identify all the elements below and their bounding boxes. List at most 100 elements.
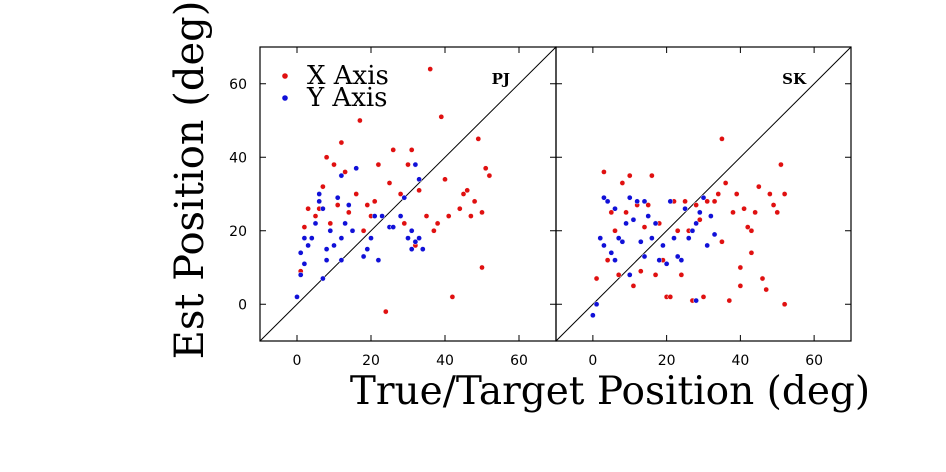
point-sk-x-axis-8	[623, 209, 629, 216]
point-sk-x-axis-43	[752, 209, 758, 216]
point-pj-x-axis-18	[371, 198, 378, 205]
point-sk-x-axis-27	[693, 202, 699, 208]
point-sk-y-axis-25	[674, 253, 681, 260]
point-sk-x-axis-35	[722, 180, 729, 186]
point-sk-x-axis-15	[649, 172, 655, 179]
point-pj-y-axis-25	[375, 257, 382, 263]
point-pj-y-axis-30	[401, 194, 408, 201]
point-pj-x-axis-21	[386, 180, 393, 186]
point-sk-y-axis-38	[641, 253, 648, 260]
x-tick-label-sk-60: 60	[805, 353, 823, 369]
point-pj-y-axis-2	[297, 249, 304, 256]
x-tick-label-pj-60: 60	[510, 353, 528, 369]
point-pj-y-axis-0	[294, 294, 300, 300]
point-pj-x-axis-31	[431, 227, 437, 234]
point-sk-y-axis-11	[623, 220, 629, 227]
x-tick-label-sk-20: 20	[658, 353, 676, 369]
x-axis-title: True/Target Position (deg)	[350, 369, 870, 414]
point-pj-y-axis-1	[297, 272, 304, 278]
point-sk-y-axis-23	[667, 198, 674, 205]
point-sk-x-axis-41	[744, 224, 751, 230]
point-pj-y-axis-20	[353, 165, 360, 172]
point-sk-y-axis-30	[693, 297, 699, 304]
point-sk-y-axis-8	[612, 205, 618, 212]
point-pj-y-axis-11	[323, 257, 330, 263]
point-sk-y-axis-22	[663, 260, 670, 267]
point-sk-y-axis-12	[626, 194, 633, 201]
point-sk-x-axis-39	[737, 264, 744, 271]
x-tick-label-pj-20: 20	[362, 353, 380, 369]
point-sk-y-axis-34	[704, 242, 711, 249]
x-tick-label-sk-0: 0	[588, 353, 597, 369]
y-tick-label-60: 60	[229, 77, 247, 93]
point-sk-y-axis-7	[612, 257, 618, 263]
point-pj-y-axis-35	[412, 161, 419, 168]
point-sk-y-axis-18	[649, 235, 655, 241]
point-sk-y-axis-16	[641, 198, 648, 205]
point-pj-y-axis-14	[334, 194, 341, 201]
point-sk-x-axis-40	[741, 205, 747, 212]
plot-frame-sk	[555, 46, 852, 342]
point-pj-y-axis-41	[301, 235, 308, 241]
point-pj-x-axis-24	[401, 220, 408, 227]
point-pj-y-axis-8	[316, 191, 323, 197]
point-pj-y-axis-31	[405, 235, 411, 241]
point-pj-x-axis-33	[438, 113, 445, 120]
point-sk-x-axis-14	[645, 202, 652, 208]
legend-label-y-axis: Y Axis	[306, 83, 388, 113]
point-sk-x-axis-20	[667, 294, 674, 300]
point-sk-x-axis-50	[778, 161, 784, 168]
point-sk-x-axis-33	[715, 191, 722, 197]
point-sk-y-axis-17	[645, 213, 652, 219]
point-pj-x-axis-3	[312, 213, 319, 219]
point-sk-x-axis-9	[626, 172, 633, 179]
point-pj-y-axis-23	[368, 235, 374, 241]
point-pj-x-axis-5	[320, 183, 326, 190]
point-sk-y-axis-9	[615, 235, 622, 241]
point-pj-x-axis-43	[479, 264, 485, 271]
point-pj-y-axis-9	[320, 275, 326, 282]
point-pj-y-axis-34	[412, 238, 419, 245]
point-sk-y-axis-32	[696, 209, 703, 216]
y-tick-label-0: 0	[238, 297, 247, 313]
point-pj-x-axis-42	[475, 136, 482, 142]
point-pj-y-axis-21	[360, 253, 367, 260]
point-sk-y-axis-33	[700, 194, 707, 201]
legend: X Axis Y Axis	[282, 61, 389, 113]
point-pj-y-axis-38	[419, 246, 426, 252]
point-pj-x-axis-38	[460, 191, 467, 197]
point-pj-x-axis-45	[482, 165, 489, 172]
point-pj-x-axis-25	[405, 161, 411, 168]
point-sk-y-axis-27	[682, 205, 688, 212]
point-sk-x-axis-30	[704, 198, 711, 205]
legend-marker-y-axis	[282, 95, 288, 101]
point-sk-x-axis-42	[748, 227, 755, 234]
point-pj-y-axis-37	[416, 176, 422, 183]
point-sk-x-axis-0	[593, 275, 600, 282]
point-pj-x-axis-26	[408, 147, 415, 153]
marks-sk: 0 20 40 60	[555, 46, 852, 369]
x-tick-label-sk-40: 40	[731, 353, 749, 369]
point-sk-y-axis-28	[685, 235, 692, 241]
point-sk-y-axis-26	[678, 257, 685, 263]
point-pj-y-axis-28	[390, 224, 397, 230]
point-pj-x-axis-32	[434, 220, 441, 227]
point-sk-y-axis-1	[593, 301, 600, 308]
point-pj-x-axis-7	[327, 220, 334, 227]
point-sk-x-axis-34	[719, 136, 725, 142]
point-sk-y-axis-5	[604, 198, 611, 205]
point-sk-x-axis-10	[630, 283, 637, 289]
point-sk-x-axis-44	[755, 183, 762, 190]
panel-pj: 0 20 40 60 0 20 40 60 PJ	[229, 46, 557, 369]
point-pj-y-axis-33	[408, 246, 415, 252]
point-pj-y-axis-17	[342, 220, 348, 227]
identity-line-sk	[555, 46, 852, 342]
point-pj-x-axis-8	[331, 161, 337, 168]
point-sk-x-axis-23	[678, 272, 685, 278]
point-pj-x-axis-16	[364, 202, 371, 208]
point-pj-x-axis-12	[345, 209, 352, 216]
point-sk-x-axis-37	[730, 209, 736, 216]
point-pj-x-axis-40	[468, 213, 474, 219]
point-sk-y-axis-19	[652, 220, 659, 227]
